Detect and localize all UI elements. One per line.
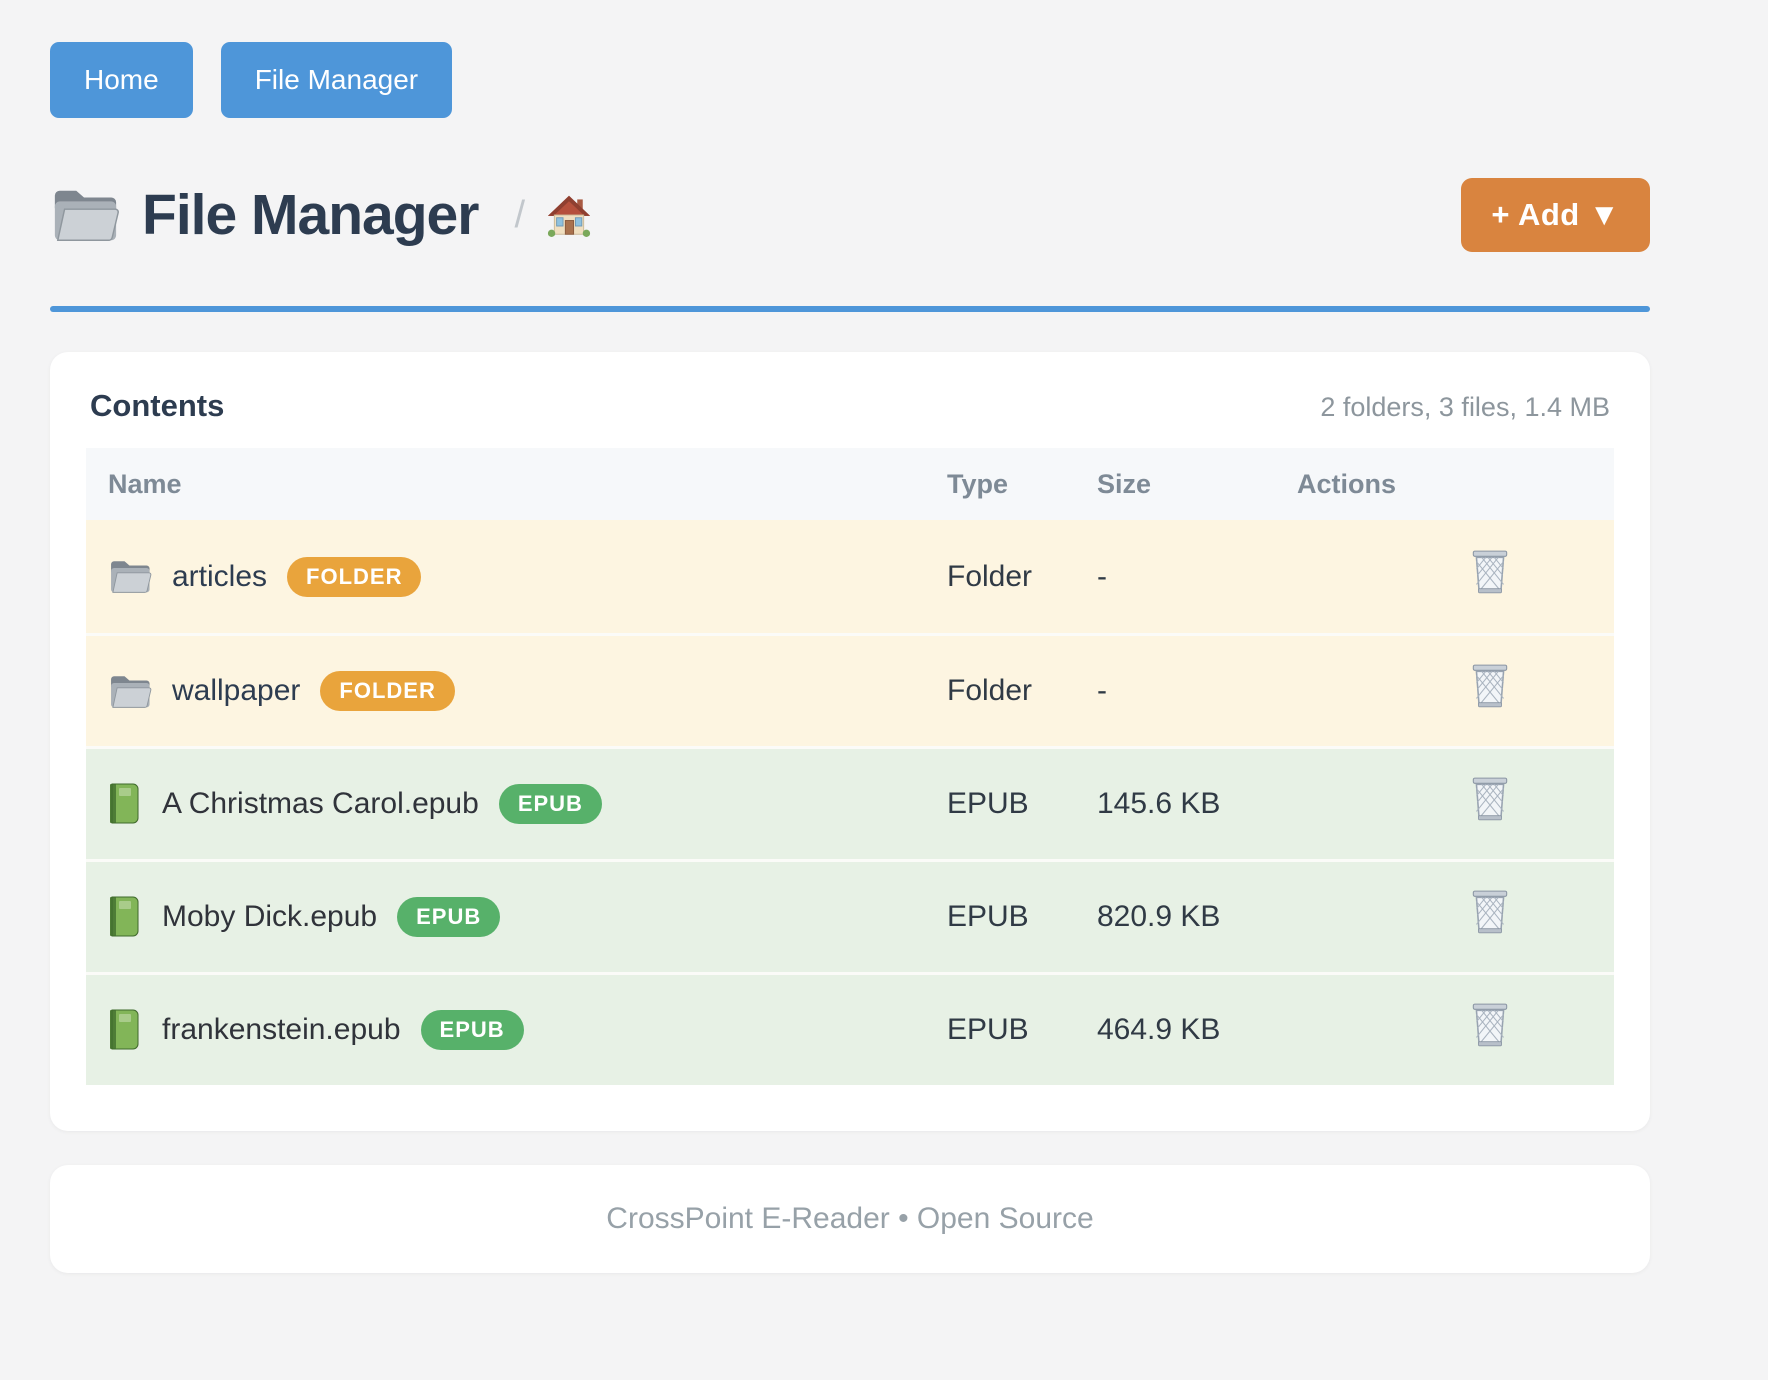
contents-card: Contents 2 folders, 3 files, 1.4 MB Name…	[50, 352, 1650, 1131]
trash-icon	[1469, 664, 1511, 714]
file-type: Folder	[947, 559, 1033, 593]
folder-icon	[108, 558, 152, 595]
home-button[interactable]: Home	[50, 42, 193, 118]
footer: CrossPoint E-Reader • Open Source	[50, 1165, 1650, 1273]
trash-icon	[1469, 890, 1511, 940]
file-size: 464.9 KB	[1097, 1013, 1221, 1046]
file-type: EPUB	[947, 1013, 1029, 1046]
page-header: File Manager / + Add ▼	[50, 178, 1650, 252]
file-name: A Christmas Carol.epub	[162, 787, 479, 820]
file-type: EPUB	[947, 900, 1029, 933]
column-header-type: Type	[947, 468, 1009, 499]
delete-button[interactable]	[1469, 549, 1511, 597]
type-badge: FOLDER	[287, 556, 422, 597]
page-title: File Manager	[142, 183, 479, 247]
delete-button[interactable]	[1469, 1002, 1511, 1050]
breadcrumb-separator: /	[514, 193, 525, 236]
file-table: Name Type Size Actions articles FOLDER F…	[86, 448, 1614, 1085]
table-row[interactable]: frankenstein.epub EPUB EPUB 464.9 KB	[86, 972, 1614, 1085]
page: Home File Manager File Manager /	[50, 42, 1650, 1273]
folder-icon	[108, 673, 152, 710]
type-badge: EPUB	[498, 784, 602, 824]
file-name: wallpaper	[172, 674, 301, 707]
delete-button[interactable]	[1469, 663, 1511, 711]
green-book-icon	[108, 1009, 142, 1051]
file-size: -	[1097, 674, 1107, 707]
type-badge: FOLDER	[320, 671, 455, 711]
file-name: articles	[172, 559, 268, 593]
file-size: 145.6 KB	[1097, 787, 1221, 820]
green-book-icon	[108, 896, 142, 938]
file-size: -	[1097, 559, 1107, 593]
file-name: frankenstein.epub	[162, 1013, 401, 1046]
column-header-actions: Actions	[1297, 468, 1397, 499]
contents-summary: 2 folders, 3 files, 1.4 MB	[1320, 392, 1610, 422]
column-header-size: Size	[1097, 468, 1152, 499]
header-divider	[50, 306, 1650, 312]
type-badge: EPUB	[420, 1010, 524, 1050]
trash-icon	[1469, 777, 1511, 827]
contents-heading: Contents	[90, 388, 225, 423]
green-book-icon	[108, 783, 142, 825]
column-header-name: Name	[108, 468, 182, 499]
trash-icon	[1469, 550, 1511, 600]
file-size: 820.9 KB	[1097, 900, 1221, 933]
file-type: EPUB	[947, 787, 1029, 820]
delete-button[interactable]	[1469, 776, 1511, 824]
table-row[interactable]: A Christmas Carol.epub EPUB EPUB 145.6 K…	[86, 746, 1614, 859]
file-manager-button[interactable]: File Manager	[220, 42, 453, 118]
home-icon[interactable]	[547, 193, 591, 237]
table-row[interactable]: Moby Dick.epub EPUB EPUB 820.9 KB	[86, 859, 1614, 972]
file-type: Folder	[947, 674, 1033, 707]
add-button[interactable]: + Add ▼	[1461, 178, 1650, 252]
type-badge: EPUB	[397, 897, 501, 937]
folder-icon	[50, 185, 120, 245]
trash-icon	[1469, 1003, 1511, 1053]
table-header: Name Type Size Actions	[86, 448, 1614, 520]
table-body: articles FOLDER Folder -	[86, 520, 1614, 1085]
table-row[interactable]: articles FOLDER Folder -	[86, 520, 1614, 633]
delete-button[interactable]	[1469, 889, 1511, 937]
top-nav: Home File Manager	[50, 42, 1650, 118]
footer-text: CrossPoint E-Reader • Open Source	[606, 1202, 1094, 1235]
table-row[interactable]: wallpaper FOLDER Folder -	[86, 633, 1614, 746]
file-name: Moby Dick.epub	[162, 900, 378, 933]
